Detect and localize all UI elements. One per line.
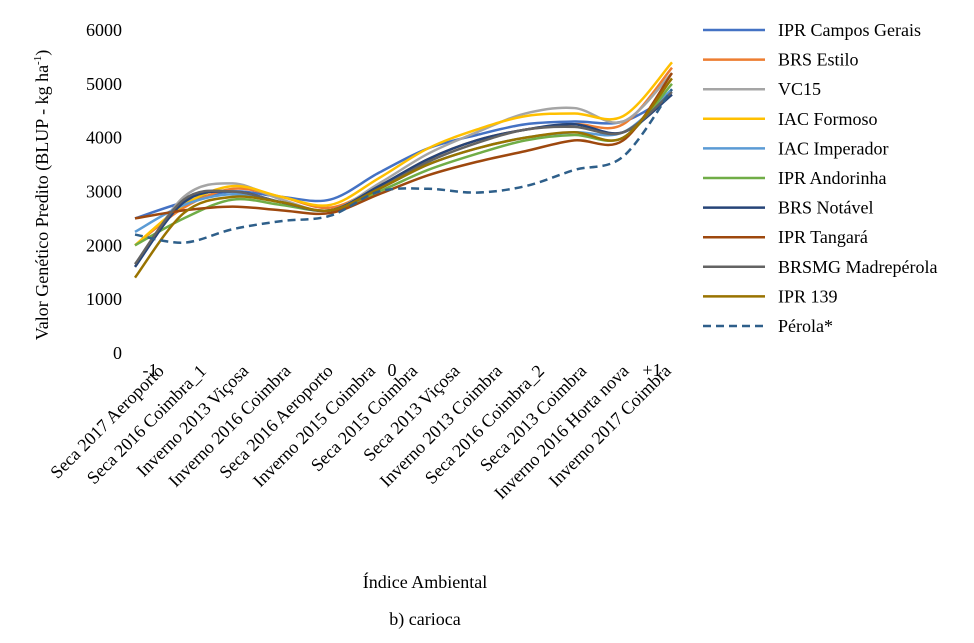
series-line — [134, 66, 673, 247]
series-line — [133, 72, 673, 268]
y-tick-label: 0 — [113, 343, 122, 363]
y-tick-label: 4000 — [86, 128, 122, 148]
x-axis-label: Índice Ambiental — [363, 571, 487, 592]
series-line — [134, 88, 674, 244]
y-tick-label: 2000 — [86, 235, 122, 255]
series-line — [134, 72, 674, 220]
series-line — [134, 90, 673, 265]
y-tick-label: 5000 — [86, 74, 122, 94]
y-tick-label: 3000 — [86, 182, 122, 202]
annotation: 0 — [388, 360, 397, 380]
y-axis-label-sup: -1 — [32, 56, 44, 65]
legend-label: IPR Andorinha — [778, 168, 887, 188]
annotation: +1 — [642, 360, 661, 380]
y-axis-label-main: Valor Genético Predito (BLUP - kg ha — [32, 65, 53, 340]
legend-label: BRSMG Madrepérola — [778, 257, 937, 277]
series-line — [134, 82, 673, 247]
legend-label: IPR Tangará — [778, 227, 868, 247]
annotation: -1 — [143, 360, 158, 380]
legend-label: BRS Notável — [778, 198, 874, 218]
y-axis-label: Valor Genético Predito (BLUP - kg ha-1) — [32, 50, 53, 340]
legend-label: BRS Estilo — [778, 50, 859, 70]
series-line — [134, 61, 673, 247]
legend-label: IPR 139 — [778, 286, 838, 306]
y-tick-label: 6000 — [86, 20, 122, 40]
series-line — [134, 77, 673, 279]
legend-label: IPR Campos Gerais — [778, 20, 921, 40]
legend-label: IAC Formoso — [778, 109, 878, 129]
legend-label: IAC Imperador — [778, 138, 888, 158]
y-axis-label-end: ) — [32, 50, 53, 56]
legend-label: VC15 — [778, 79, 821, 99]
caption: b) carioca — [389, 609, 460, 630]
legend-label: Pérola* — [778, 316, 833, 336]
y-tick-label: 1000 — [86, 289, 122, 309]
